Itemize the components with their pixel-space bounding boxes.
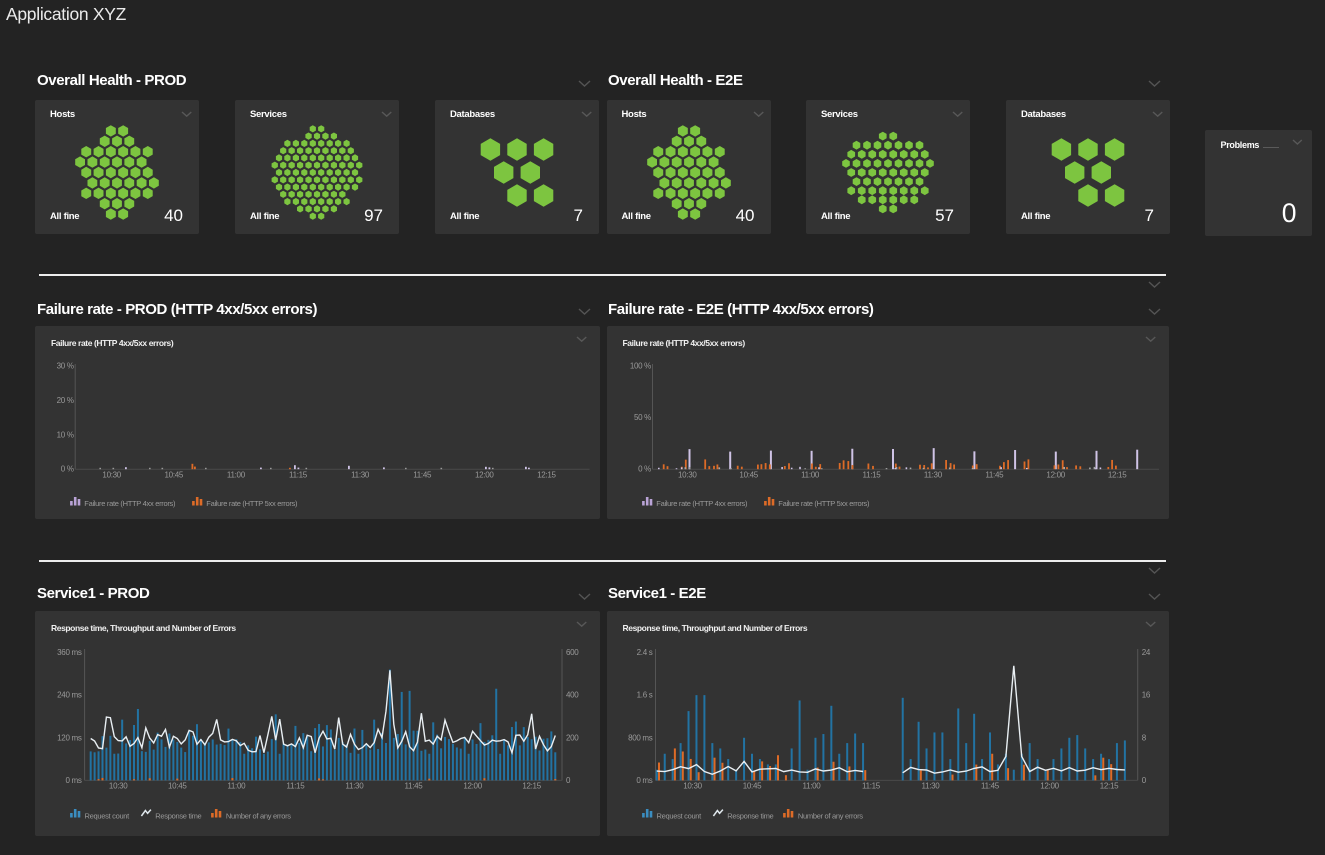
svg-text:16: 16 bbox=[1141, 691, 1150, 700]
svg-text:360 ms: 360 ms bbox=[57, 648, 82, 657]
svg-text:11:00: 11:00 bbox=[801, 471, 820, 480]
svg-text:11:45: 11:45 bbox=[985, 471, 1004, 480]
svg-text:11:30: 11:30 bbox=[923, 471, 942, 480]
svg-text:400: 400 bbox=[566, 691, 579, 700]
svg-text:11:45: 11:45 bbox=[413, 471, 432, 480]
svg-text:2.4 s: 2.4 s bbox=[636, 648, 652, 657]
svg-text:20 %: 20 % bbox=[57, 396, 74, 405]
svg-text:120 ms: 120 ms bbox=[57, 733, 82, 742]
svg-text:10:45: 10:45 bbox=[742, 782, 761, 791]
svg-text:12:00: 12:00 bbox=[463, 782, 482, 791]
svg-text:10:30: 10:30 bbox=[683, 782, 702, 791]
svg-text:10:30: 10:30 bbox=[678, 471, 697, 480]
svg-text:Request count: Request count bbox=[656, 812, 702, 821]
svg-text:Failure rate (HTTP 5xx errors): Failure rate (HTTP 5xx errors) bbox=[206, 499, 298, 508]
svg-text:Response time: Response time bbox=[155, 812, 201, 821]
svg-text:12:00: 12:00 bbox=[1046, 471, 1065, 480]
svg-text:800 ms: 800 ms bbox=[628, 733, 653, 742]
svg-text:Failure rate (HTTP 4xx errors): Failure rate (HTTP 4xx errors) bbox=[656, 499, 748, 508]
svg-text:0: 0 bbox=[566, 776, 571, 785]
svg-text:10:45: 10:45 bbox=[739, 471, 758, 480]
svg-text:11:45: 11:45 bbox=[405, 782, 424, 791]
svg-text:12:15: 12:15 bbox=[1107, 471, 1126, 480]
svg-text:50 %: 50 % bbox=[633, 413, 650, 422]
svg-text:11:15: 11:15 bbox=[286, 782, 305, 791]
svg-text:10:30: 10:30 bbox=[109, 782, 128, 791]
svg-text:11:00: 11:00 bbox=[802, 782, 821, 791]
svg-text:10 %: 10 % bbox=[57, 430, 74, 439]
svg-text:11:00: 11:00 bbox=[227, 782, 246, 791]
svg-text:8: 8 bbox=[1141, 733, 1146, 742]
svg-text:11:15: 11:15 bbox=[862, 471, 881, 480]
svg-text:11:30: 11:30 bbox=[351, 471, 370, 480]
svg-text:11:30: 11:30 bbox=[345, 782, 364, 791]
svg-text:0 ms: 0 ms bbox=[65, 776, 81, 785]
svg-text:12:15: 12:15 bbox=[522, 782, 541, 791]
svg-text:0 ms: 0 ms bbox=[636, 776, 652, 785]
svg-text:10:30: 10:30 bbox=[102, 471, 121, 480]
svg-text:12:00: 12:00 bbox=[1040, 782, 1059, 791]
svg-text:200: 200 bbox=[566, 733, 579, 742]
svg-text:Failure rate (HTTP 5xx errors): Failure rate (HTTP 5xx errors) bbox=[778, 499, 870, 508]
svg-text:0 %: 0 % bbox=[61, 465, 74, 474]
svg-text:11:30: 11:30 bbox=[921, 782, 940, 791]
svg-text:11:45: 11:45 bbox=[981, 782, 1000, 791]
svg-text:11:00: 11:00 bbox=[227, 471, 246, 480]
svg-text:11:15: 11:15 bbox=[862, 782, 881, 791]
svg-text:10:45: 10:45 bbox=[168, 782, 187, 791]
svg-text:12:15: 12:15 bbox=[1099, 782, 1118, 791]
svg-text:240 ms: 240 ms bbox=[57, 691, 82, 700]
svg-text:30 %: 30 % bbox=[57, 362, 74, 371]
svg-text:Failure rate (HTTP 4xx errors): Failure rate (HTTP 4xx errors) bbox=[84, 499, 176, 508]
svg-text:100 %: 100 % bbox=[629, 362, 650, 371]
svg-text:Response time: Response time bbox=[727, 812, 773, 821]
svg-text:11:15: 11:15 bbox=[289, 471, 308, 480]
svg-text:0 %: 0 % bbox=[638, 465, 651, 474]
svg-text:10:45: 10:45 bbox=[165, 471, 184, 480]
svg-text:24: 24 bbox=[1141, 648, 1150, 657]
svg-text:12:15: 12:15 bbox=[537, 471, 556, 480]
svg-text:Number of any errors: Number of any errors bbox=[226, 812, 291, 821]
svg-text:600: 600 bbox=[566, 648, 579, 657]
svg-text:12:00: 12:00 bbox=[475, 471, 494, 480]
svg-text:1.6 s: 1.6 s bbox=[636, 691, 652, 700]
svg-text:Number of any errors: Number of any errors bbox=[797, 812, 862, 821]
svg-text:0: 0 bbox=[1141, 776, 1146, 785]
svg-text:Request count: Request count bbox=[85, 812, 131, 821]
